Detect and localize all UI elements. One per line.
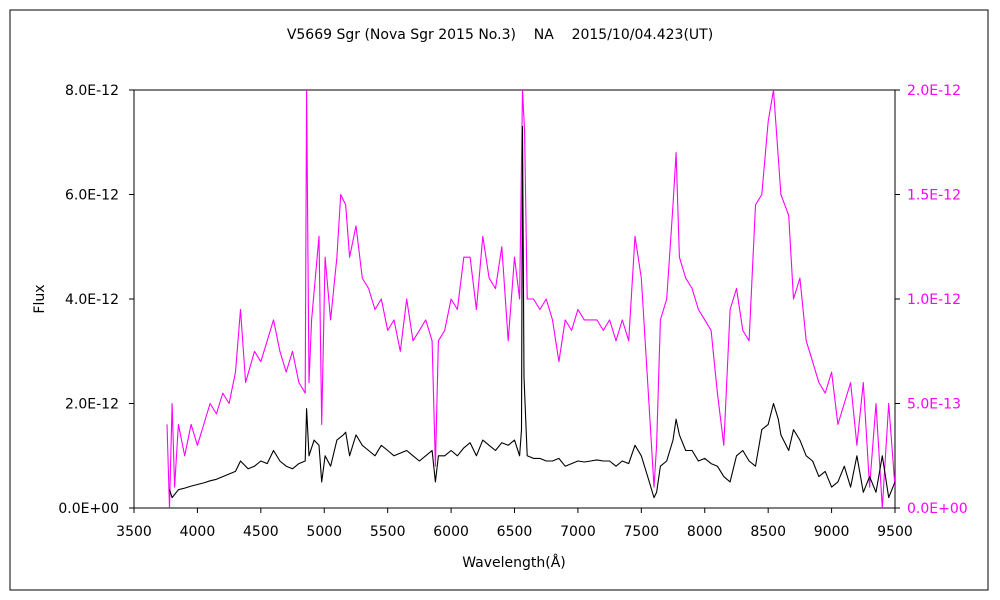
- x-tick-label: 3500: [116, 524, 152, 540]
- left-tick-label: 8.0E-12: [65, 83, 119, 99]
- left-tick-label: 6.0E-12: [65, 188, 119, 204]
- right-tick-label: 5.0E-13: [907, 397, 961, 413]
- x-tick-label: 7500: [624, 524, 660, 540]
- x-tick-label: 4500: [243, 524, 279, 540]
- x-tick-label: 5000: [306, 524, 342, 540]
- right-y-axis: 0.0E+00 5.0E-13 1.0E-12 1.5E-12 2.0E-12: [895, 83, 968, 517]
- left-tick-label: 4.0E-12: [65, 292, 119, 308]
- left-tick-label: 0.0E+00: [58, 501, 119, 517]
- series-line-black: [168, 126, 895, 499]
- y-axis-label: Flux: [32, 284, 48, 313]
- x-tick-label: 8000: [687, 524, 723, 540]
- x-axis: 3500 4000 4500 5000 5500 6000 6500 7000 7500 8000…: [116, 508, 913, 540]
- right-tick-label: 1.5E-12: [907, 188, 961, 204]
- series-group: [166, 90, 895, 508]
- right-tick-label: 2.0E-12: [907, 83, 961, 99]
- x-tick-label: 6500: [497, 524, 533, 540]
- x-tick-label: 9500: [877, 524, 913, 540]
- x-tick-label: 9000: [814, 524, 850, 540]
- x-tick-label: 4000: [180, 524, 216, 540]
- left-y-axis: 0.0E+00 2.0E-12 4.0E-12 6.0E-12 8.0E-12: [58, 83, 134, 517]
- x-axis-label: Wavelength(Å): [462, 554, 566, 571]
- left-tick-label: 2.0E-12: [65, 397, 119, 413]
- x-tick-label: 5500: [370, 524, 406, 540]
- series-line-magenta: [166, 90, 895, 508]
- outer-frame: [9, 9, 989, 591]
- x-tick-label: 7000: [560, 524, 596, 540]
- x-tick-label: 6000: [433, 524, 469, 540]
- right-tick-label: 1.0E-12: [907, 292, 961, 308]
- right-tick-label: 0.0E+00: [907, 501, 968, 517]
- chart-title: V5669 Sgr (Nova Sgr 2015 No.3) NA 2015/1…: [287, 27, 713, 43]
- x-tick-label: 8500: [750, 524, 786, 540]
